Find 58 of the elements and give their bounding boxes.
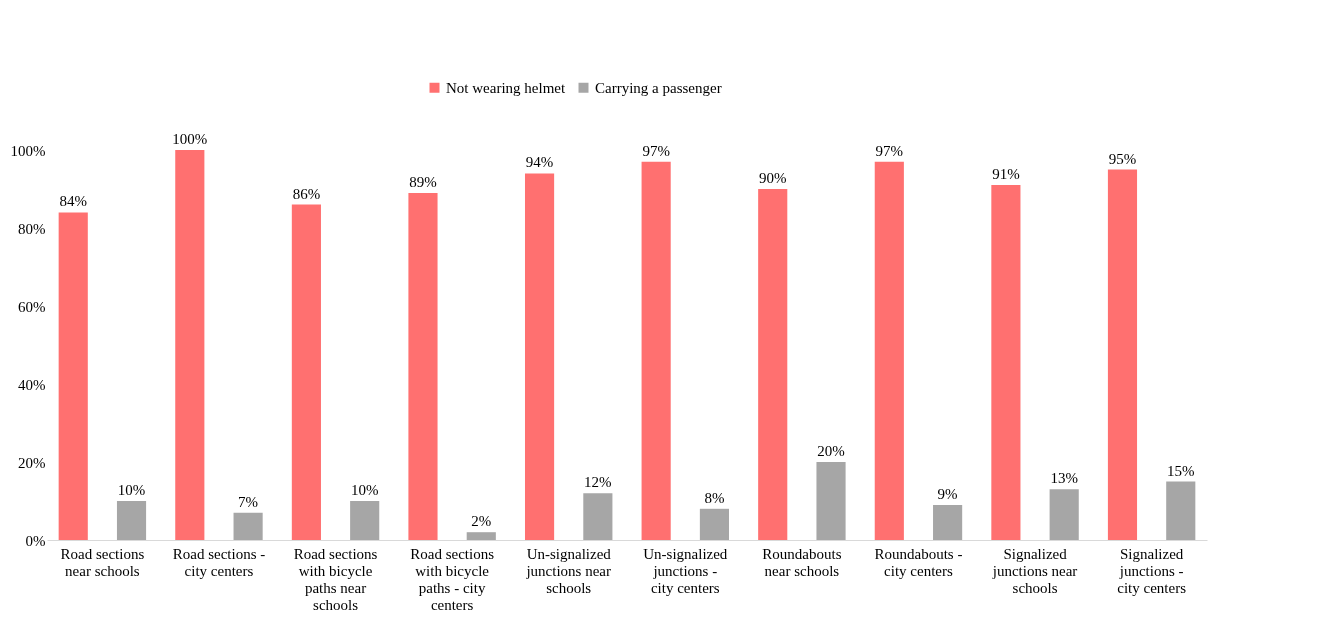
data-label: 84% [59,193,87,210]
x-tick-label: Un-signalized junctions - city centers [643,545,728,596]
bar [1049,489,1079,540]
data-label: 100% [172,131,208,147]
data-label: 94% [525,154,554,171]
bar [291,204,321,540]
data-label: 90% [758,170,787,186]
x-tick-label: Un-signalized junctions near schools [525,545,612,596]
data-label: 97% [875,142,904,159]
y-tick-label: 80% [18,220,46,237]
bar [583,493,613,540]
data-label: 12% [584,474,612,491]
bar [175,150,205,540]
data-label: 15% [1167,462,1195,479]
y-tick-label: 60% [18,298,46,315]
bar [874,161,904,540]
bar [524,173,555,540]
data-label: 10% [350,482,379,498]
y-tick-label: 40% [18,376,46,393]
data-label: 86% [292,185,321,202]
x-tick-label: Road sections near schools [60,545,145,579]
data-label: 13% [1050,470,1078,487]
bar [699,508,730,540]
data-label: 9% [937,485,958,502]
bar [233,512,263,540]
data-label: 7% [238,493,259,510]
data-label: 20% [817,443,845,459]
bar [350,501,380,540]
data-label: 2% [471,513,492,530]
data-label: 97% [642,142,670,159]
y-tick-label: 0% [25,532,46,549]
bar [991,185,1021,540]
bar [816,462,846,540]
bar [466,532,496,540]
x-tick-label: Signalized junctions near schools [991,545,1078,596]
data-label: 89% [409,173,437,190]
data-label: 91% [992,166,1020,183]
bar [1107,169,1138,540]
x-tick-label: Road sections with bicycle paths near schools [293,545,378,613]
data-label: 95% [1108,150,1137,167]
bar [116,501,147,540]
legend-label: Not wearing helmet [446,79,566,96]
y-tick-label: 100% [10,142,46,159]
y-tick-label: 20% [18,454,46,471]
data-label: 10% [117,482,146,498]
bar [758,189,788,540]
x-tick-label: Signalized junctions - city centers [1117,545,1187,596]
bar [641,161,671,540]
x-tick-label: Road sections - city centers [172,545,266,579]
bar [58,212,88,540]
x-tick-label: Road sections with bicycle paths - city centers [410,545,495,613]
legend-label: Carrying a passenger [595,79,722,96]
x-tick-label: Roundabouts - city centers [874,545,963,579]
x-tick-label: Roundabouts near schools [762,545,842,579]
bar [408,192,438,540]
data-label: 8% [704,489,725,506]
bar [1166,481,1196,540]
bar [933,504,963,540]
